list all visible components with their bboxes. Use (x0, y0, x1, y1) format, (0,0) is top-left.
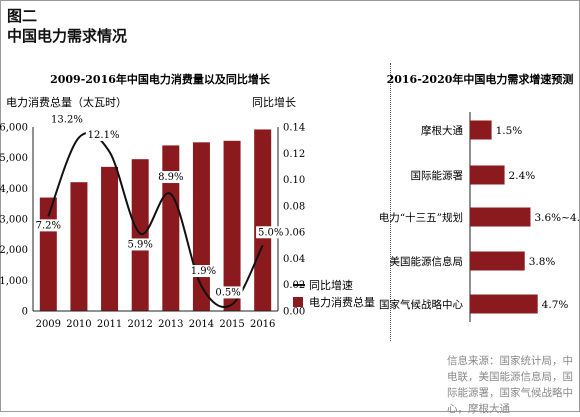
bar-2016 (254, 129, 272, 311)
forecast-value-label: 2.4% (509, 170, 536, 182)
left-chart-title: 2009-2016年中国电力消费量以及同比增长 (50, 72, 271, 86)
forecast-value-label: 4.7% (542, 299, 569, 311)
forecast-category-label: 电力“十三五”规划 (379, 211, 463, 224)
figure-title: 中国电力需求情况 (7, 27, 128, 45)
left-tick-label: 1,000 (0, 276, 28, 287)
growth-data-label: 5.0% (258, 227, 283, 238)
right-tick-label: 0.08 (283, 201, 305, 212)
left-tick-label: 0 (22, 307, 28, 318)
forecast-bar (470, 120, 492, 140)
right-chart-title: 2016-2020年中国电力需求增速预测 (387, 72, 574, 86)
left-tick-label: 2,000 (0, 245, 28, 256)
growth-data-label: 1.9% (191, 266, 216, 277)
left-tick-label: 6,000 (0, 123, 28, 134)
legend-bar-label: 电力消费总量 (309, 295, 375, 309)
left-tick-label: 4,000 (0, 184, 28, 195)
source-note: 信息来源：国家统计局，中电联，美国能源信息局，国际能源署，国家气候战略中心，摩根… (447, 355, 573, 415)
bar-2012 (131, 159, 149, 311)
right-tick-label: 0.12 (283, 149, 305, 160)
forecast-bar (470, 207, 531, 227)
left-axis-label: 电力消费总量（太瓦时） (6, 95, 127, 109)
data-label-bg (256, 226, 286, 239)
data-label-bg (85, 128, 122, 141)
x-tick-label: 2012 (127, 319, 152, 330)
bar-2011 (101, 166, 119, 311)
data-label-bg (156, 171, 186, 184)
forecast-bar (470, 294, 538, 314)
data-label-bg (125, 238, 155, 251)
left-tick-label: 3,000 (0, 215, 28, 226)
x-tick-label: 2011 (97, 319, 122, 330)
data-label-bg (33, 219, 63, 232)
forecast-value-label: 1.5% (496, 125, 523, 137)
forecast-category-label: 国际能源署 (411, 169, 464, 182)
forecast-value-label: 3.6%~4.8% (534, 212, 580, 224)
x-tick-label: 2010 (66, 319, 91, 330)
bar-2010 (70, 182, 88, 311)
growth-data-label: 13.2% (51, 115, 83, 126)
x-tick-label: 2013 (158, 319, 183, 330)
legend-line-label: 同比增速 (309, 278, 353, 292)
growth-data-label: 12.1% (88, 130, 120, 141)
x-tick-label: 2014 (189, 319, 214, 330)
bar-2013 (162, 145, 180, 311)
data-label-bg (188, 265, 219, 278)
divider (390, 63, 391, 341)
right-axis-label: 同比增长 (252, 95, 296, 109)
growth-data-label: 5.9% (127, 239, 152, 250)
right-tick-label: 0.14 (283, 123, 305, 134)
right-tick-label: 0.04 (283, 254, 305, 265)
right-tick-label: 0.00 (283, 307, 305, 318)
legend-bar-swatch (293, 297, 303, 307)
growth-data-label: 7.2% (36, 220, 61, 231)
x-tick-label: 2016 (250, 319, 275, 330)
forecast-bar (470, 251, 525, 271)
data-label-bg (213, 286, 243, 299)
forecast-value-label: 3.8% (529, 256, 556, 268)
right-tick-label: 0.10 (283, 175, 305, 186)
right-tick-label: 0.06 (283, 228, 305, 239)
data-label-bg (49, 113, 85, 126)
forecast-bar (470, 165, 505, 185)
x-tick-label: 2015 (219, 319, 244, 330)
forecast-category-label: 摩根大通 (421, 124, 463, 137)
bar-2015 (223, 140, 241, 311)
forecast-category-label: 国家气候战略中心 (379, 298, 463, 311)
figure-label: 图二 (7, 7, 38, 25)
x-tick-label: 2009 (36, 319, 61, 330)
forecast-category-label: 美国能源信息局 (390, 255, 464, 268)
growth-data-label: 0.5% (215, 287, 240, 298)
growth-data-label: 8.9% (158, 172, 183, 183)
left-tick-label: 5,000 (0, 153, 28, 164)
growth-line (47, 131, 264, 308)
